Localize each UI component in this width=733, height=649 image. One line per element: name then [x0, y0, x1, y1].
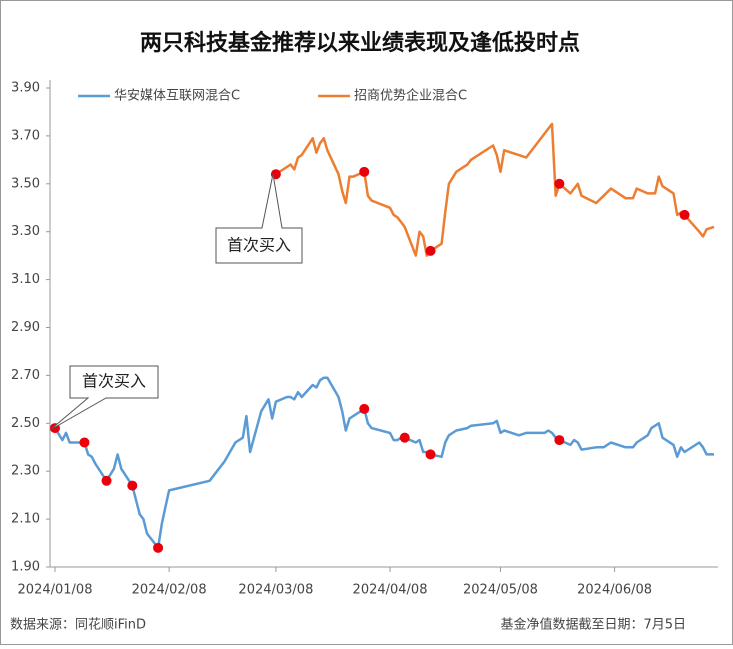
y-tick-label: 3.10 [11, 272, 40, 287]
callouts: 首次买入 首次买入 [49, 173, 303, 431]
y-tick-label: 2.10 [11, 512, 40, 527]
annotation: 首次买入 [82, 372, 146, 391]
buy-point [127, 480, 138, 491]
buy-point [679, 209, 690, 220]
callout-box [49, 365, 159, 431]
x-tick-label: 2024/05/08 [463, 583, 538, 598]
y-tick-label: 3.70 [11, 128, 40, 143]
series-line [53, 376, 714, 550]
y-tick-label: 3.90 [11, 81, 40, 96]
source: 数据来源：同花顺iFinD [10, 617, 146, 633]
buy-point [359, 166, 370, 177]
buy-point [425, 449, 436, 460]
annotation: 首次买入 [227, 236, 291, 255]
x-tick-label: 2024/06/08 [577, 583, 652, 598]
y-tick-label: 2.70 [11, 368, 40, 383]
callout-box [215, 173, 303, 264]
y-tick-label: 2.90 [11, 320, 40, 335]
chart-title: 两只科技基金推荐以来业绩表现及逢低投时点 [140, 30, 580, 56]
y-tick-label: 2.30 [11, 464, 40, 479]
buy-point [359, 403, 370, 414]
series-line [275, 122, 715, 257]
y-tick-label: 1.90 [11, 560, 40, 575]
x-tick-label: 2024/02/08 [132, 583, 207, 598]
buy-point [554, 435, 565, 446]
y-tick-label: 3.50 [11, 176, 40, 191]
y-tick-label: 2.50 [11, 416, 40, 431]
buy-point [79, 437, 90, 448]
buy-point [101, 475, 112, 486]
note: 基金净值数据截至日期：7月5日 [500, 617, 686, 633]
buy-point [554, 178, 565, 189]
legend-label: 华安媒体互联网混合C [114, 89, 240, 104]
y-tick-label: 3.30 [11, 224, 40, 239]
x-tick-label: 2024/01/08 [18, 583, 93, 598]
x-tick-label: 2024/03/08 [238, 583, 313, 598]
x-tick-label: 2024/04/08 [353, 583, 428, 598]
buy-point [153, 542, 164, 553]
buy-point [425, 245, 436, 256]
legend-label: 招商优势企业混合C [354, 88, 467, 104]
buy-point [399, 432, 410, 443]
